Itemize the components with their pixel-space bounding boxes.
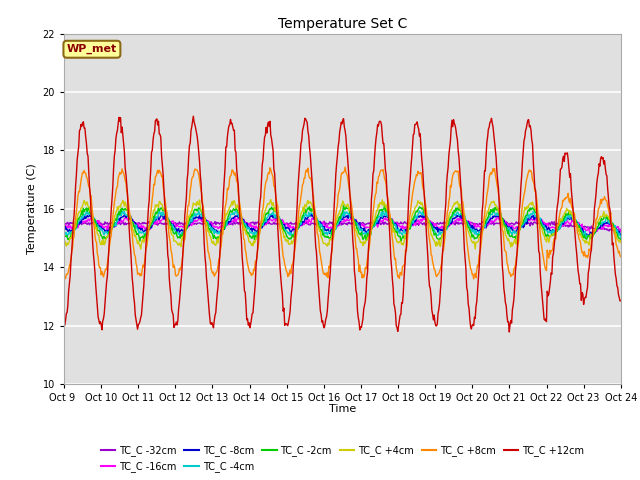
TC_C +4cm <box>60 238 68 244</box>
TC_C +4cm <box>411 206 419 212</box>
TC_C -4cm <box>340 208 348 214</box>
TC_C +12cm <box>60 321 68 327</box>
TC_C -8cm <box>184 223 192 228</box>
Line: TC_C -32cm: TC_C -32cm <box>64 221 621 231</box>
TC_C +8cm <box>470 276 477 282</box>
TC_C +4cm <box>184 218 192 224</box>
TC_C +4cm <box>472 246 479 252</box>
TC_C -8cm <box>214 229 221 235</box>
TC_C +8cm <box>127 227 135 232</box>
TC_C -2cm <box>617 237 625 243</box>
Line: TC_C -4cm: TC_C -4cm <box>64 211 621 238</box>
TC_C +12cm <box>411 122 419 128</box>
TC_C -32cm <box>203 218 211 224</box>
TC_C -4cm <box>428 223 435 228</box>
TC_C -8cm <box>411 218 419 224</box>
TC_C -16cm <box>60 222 68 228</box>
TC_C -2cm <box>127 219 135 225</box>
TC_C -8cm <box>60 226 68 231</box>
TC_C -4cm <box>617 234 625 240</box>
TC_C +12cm <box>127 260 135 266</box>
TC_C +8cm <box>411 178 419 184</box>
TC_C -32cm <box>214 220 222 226</box>
TC_C -16cm <box>214 224 221 230</box>
TC_C -8cm <box>617 232 625 238</box>
Line: TC_C +8cm: TC_C +8cm <box>64 167 621 279</box>
TC_C -2cm <box>70 227 78 233</box>
Line: TC_C -2cm: TC_C -2cm <box>64 205 621 241</box>
TC_C -2cm <box>397 238 404 244</box>
TC_C -16cm <box>588 231 596 237</box>
TC_C +4cm <box>127 217 135 223</box>
TC_C -16cm <box>70 224 78 230</box>
TC_C -8cm <box>345 211 353 217</box>
TC_C +4cm <box>617 240 625 246</box>
TC_C -32cm <box>60 220 68 226</box>
TC_C -32cm <box>411 219 419 225</box>
TC_C -2cm <box>412 210 419 216</box>
TC_C -32cm <box>617 227 625 232</box>
TC_C +12cm <box>428 294 435 300</box>
Title: Temperature Set C: Temperature Set C <box>278 17 407 31</box>
TC_C -4cm <box>60 231 68 237</box>
TC_C +4cm <box>428 232 435 238</box>
Line: TC_C +12cm: TC_C +12cm <box>64 116 621 332</box>
Line: TC_C +4cm: TC_C +4cm <box>64 200 621 249</box>
TC_C -4cm <box>214 230 221 236</box>
X-axis label: Time: Time <box>329 405 356 414</box>
Y-axis label: Temperature (C): Temperature (C) <box>27 163 37 254</box>
TC_C -32cm <box>70 221 78 227</box>
TC_C -32cm <box>612 228 620 234</box>
TC_C -8cm <box>127 216 135 222</box>
Text: WP_met: WP_met <box>67 44 117 54</box>
TC_C -16cm <box>184 225 192 230</box>
TC_C +4cm <box>214 236 221 241</box>
TC_C -4cm <box>582 235 590 241</box>
TC_C +12cm <box>189 113 197 119</box>
TC_C +8cm <box>617 254 625 260</box>
TC_C +4cm <box>70 222 78 228</box>
TC_C +12cm <box>506 329 513 335</box>
TC_C -2cm <box>60 234 68 240</box>
TC_C -32cm <box>428 219 435 225</box>
TC_C -16cm <box>127 218 135 224</box>
TC_C -32cm <box>184 221 192 227</box>
TC_C +12cm <box>184 170 192 176</box>
TC_C -2cm <box>184 221 192 227</box>
TC_C +8cm <box>341 164 349 170</box>
TC_C +8cm <box>428 252 435 257</box>
TC_C -16cm <box>617 228 625 234</box>
TC_C -2cm <box>214 238 221 243</box>
TC_C +4cm <box>267 197 275 203</box>
TC_C -2cm <box>381 203 388 208</box>
TC_C -2cm <box>428 224 436 230</box>
TC_C -16cm <box>419 213 427 219</box>
TC_C -32cm <box>127 220 135 226</box>
TC_C -8cm <box>70 225 78 231</box>
TC_C -4cm <box>70 226 78 232</box>
TC_C -8cm <box>588 233 595 239</box>
Line: TC_C -8cm: TC_C -8cm <box>64 214 621 236</box>
TC_C -8cm <box>428 220 435 226</box>
TC_C -16cm <box>410 220 418 226</box>
TC_C +8cm <box>214 267 221 273</box>
TC_C -4cm <box>184 222 192 228</box>
TC_C -4cm <box>127 218 135 224</box>
TC_C +8cm <box>184 203 192 209</box>
TC_C +8cm <box>60 270 68 276</box>
TC_C +8cm <box>70 233 78 239</box>
TC_C -4cm <box>411 215 419 220</box>
TC_C +12cm <box>70 213 78 218</box>
TC_C -16cm <box>428 219 435 225</box>
TC_C +12cm <box>214 283 222 289</box>
Legend: TC_C -32cm, TC_C -16cm, TC_C -8cm, TC_C -4cm, TC_C -2cm, TC_C +4cm, TC_C +8cm, T: TC_C -32cm, TC_C -16cm, TC_C -8cm, TC_C … <box>97 442 588 476</box>
TC_C +12cm <box>617 298 625 303</box>
Line: TC_C -16cm: TC_C -16cm <box>64 216 621 234</box>
